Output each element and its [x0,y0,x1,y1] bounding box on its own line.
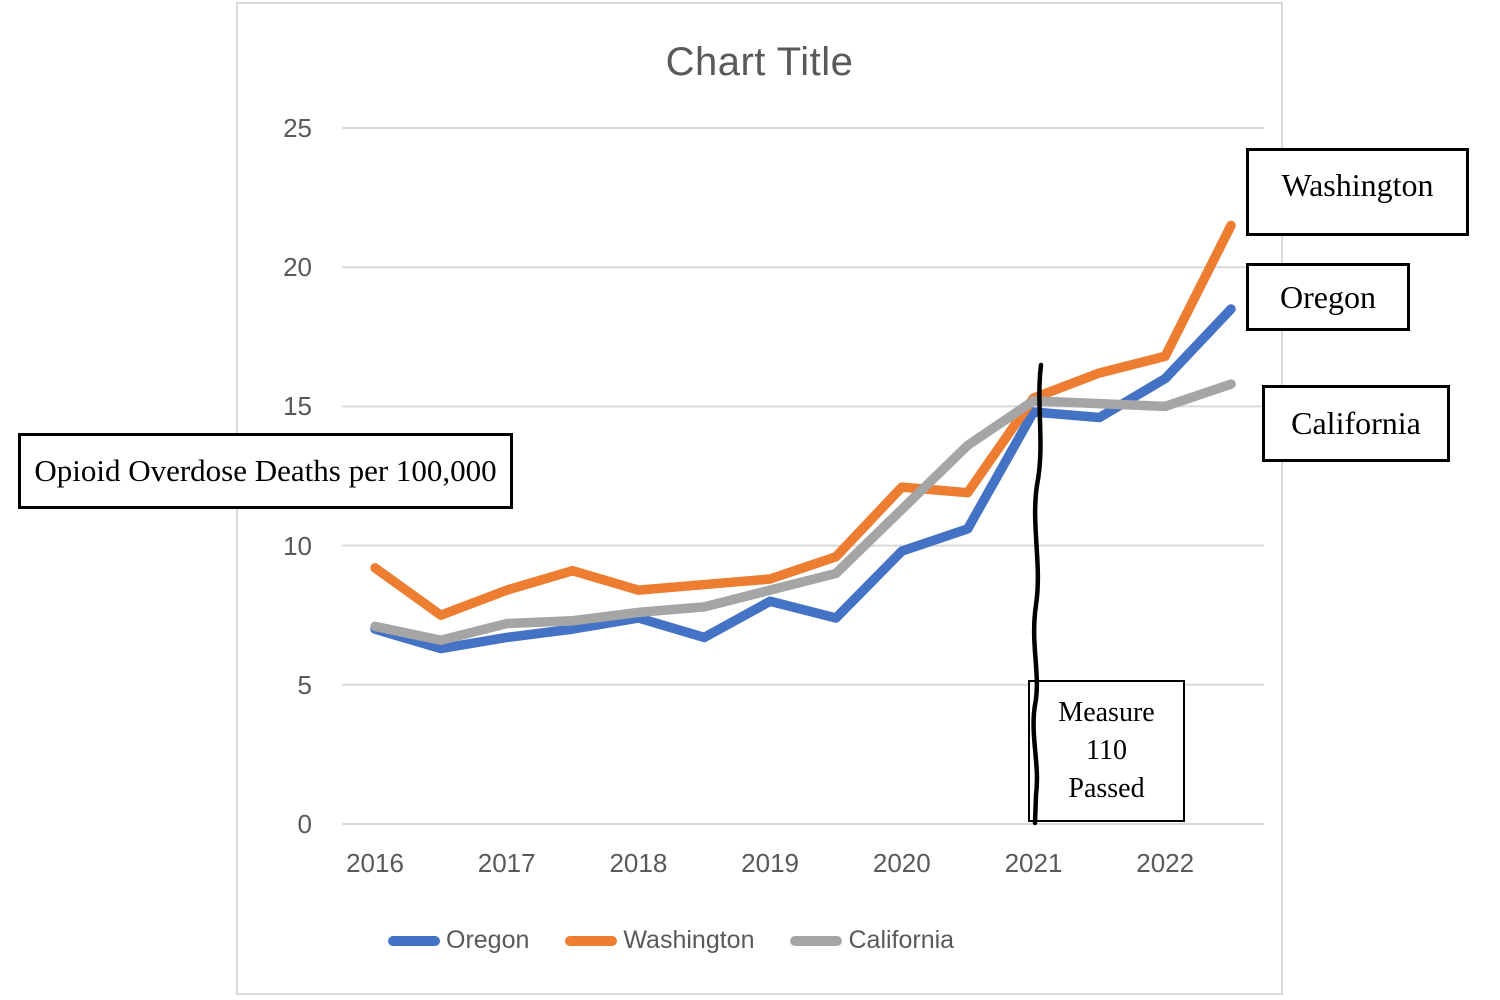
legend-item-washington[interactable]: Washington [565,926,754,955]
washington-series-label-textbox[interactable]: Washington [1246,148,1469,236]
measure-110-passed-textbox[interactable]: Measure 110 Passed [1028,680,1185,822]
x-tick-label-2021: 2021 [1004,848,1063,878]
x-tick-label-2019: 2019 [741,848,800,878]
california-series-label-textbox[interactable]: California [1262,385,1450,462]
x-tick-label-2017: 2017 [477,848,536,878]
oregon-series-line[interactable] [370,304,1236,654]
legend-item-california[interactable]: California [790,926,954,955]
y-tick-label-5: 5 [297,669,312,700]
measure-box-line-3: Passed [1068,773,1145,804]
x-tick-label-2018: 2018 [609,848,668,878]
y-tick-label-10: 10 [283,530,312,561]
y-tick-label-0: 0 [297,809,312,839]
y-tick-label-25: 25 [283,113,312,143]
measure-110-event-line[interactable] [1031,362,1044,826]
chart-legend: Oregon Washington California [388,926,954,955]
y-axis-title-textbox[interactable]: Opioid Overdose Deaths per 100,000 [18,433,513,509]
legend-item-oregon[interactable]: Oregon [388,926,529,955]
legend-swatch-california [790,935,843,946]
oregon-series-label-textbox[interactable]: Oregon [1246,263,1410,331]
california-series-line[interactable] [370,379,1236,646]
legend-swatch-washington [565,935,618,946]
measure-box-line-2: 110 [1086,735,1127,766]
y-tick-label-20: 20 [283,252,312,283]
washington-series-line[interactable] [370,220,1236,620]
x-tick-label-2020: 2020 [872,848,931,878]
x-tick-label-2022: 2022 [1136,848,1195,878]
y-tick-label-15: 15 [283,391,312,422]
x-tick-label-2016: 2016 [346,848,404,878]
legend-swatch-oregon [388,935,440,946]
plot-area [342,127,1264,825]
legend-label-california: California [848,926,955,954]
legend-label-oregon: Oregon [446,926,530,954]
legend-label-washington: Washington [623,926,755,954]
chart-title[interactable]: Chart Title [665,40,854,84]
measure-box-line-1: Measure [1058,697,1155,728]
